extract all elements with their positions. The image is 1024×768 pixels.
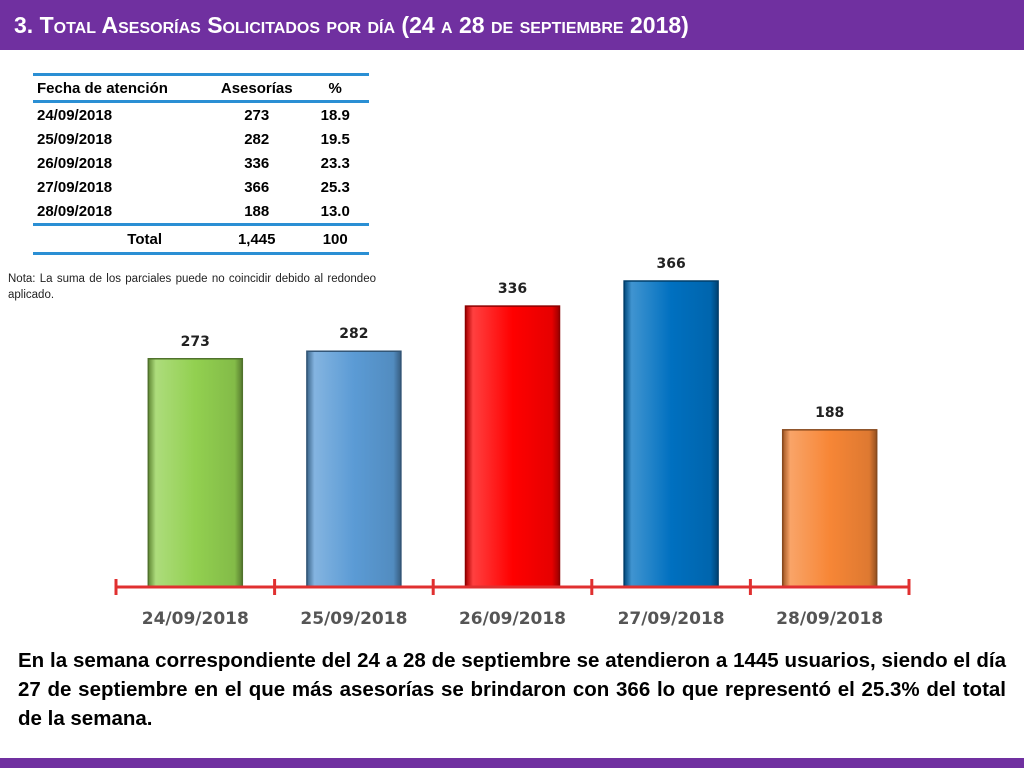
x-tick-label: 24/09/2018 [142,609,249,629]
table-cell-count: 366 [244,178,270,196]
bar-value-label: 188 [815,405,844,421]
table-cell-percent: 19.5 [320,130,350,148]
table-cell-percent: 25.3 [320,178,350,196]
table-cell-percent: 18.9 [320,106,350,124]
table-cell-date: 25/09/2018 [37,130,113,148]
table-cell-count: 273 [244,106,270,124]
page-title: 3. Total Asesorías Solicitados por día (… [14,11,689,38]
table-cell-count: 188 [244,202,270,220]
column-header-percent: % [328,79,342,97]
table-cell-percent: 13.0 [320,202,350,220]
table-cell-date: 27/09/2018 [37,178,113,196]
table-header-row: Fecha de atención Asesorías % [33,74,369,102]
data-table-container: Fecha de atención Asesorías % 24/09/2018… [33,73,369,255]
bar-4 [623,280,719,588]
bar-3 [464,305,561,588]
table-cell-percent: 23.3 [320,154,350,172]
table-cell-date: 26/09/2018 [37,154,113,172]
data-table: Fecha de atención Asesorías % 24/09/2018… [33,73,369,255]
x-tick-label: 26/09/2018 [459,609,566,629]
table-total-label: Total [127,230,162,248]
bar-value-label: 336 [498,281,527,297]
bar-5 [781,429,878,588]
x-tick-label: 25/09/2018 [300,609,407,629]
table-row: 25/09/2018 282 19.5 [33,127,369,151]
table-row: 26/09/2018 336 23.3 [33,151,369,175]
bar-value-label: 273 [181,334,210,350]
column-header-count: Asesorías [220,79,293,97]
table-total-row: Total 1,445 100 [33,224,369,254]
bar-value-label: 366 [656,256,685,272]
table-row: 27/09/2018 366 25.3 [33,175,369,199]
bar-chart: 273 24/09/2018 282 25/09/2018 336 26/09/2018 3… [114,256,911,629]
bar-1 [147,358,244,588]
bar-2 [306,350,402,588]
footer-bar [0,758,1024,768]
summary-paragraph: En la semana correspondiente del 24 a 28… [18,649,1006,730]
table-cell-count: 282 [244,130,270,148]
table-cell-count: 336 [244,154,270,172]
table-total-count: 1,445 [237,230,276,248]
x-tick-label: 27/09/2018 [618,609,725,629]
header-bar: 3. Total Asesorías Solicitados por día (… [0,0,1024,50]
table-total-percent: 100 [322,230,348,248]
table-row: 28/09/2018 188 13.0 [33,199,369,225]
bar-value-label: 282 [339,326,368,342]
rounding-note: Nota: La suma de los parciales puede no … [8,273,376,301]
table-cell-date: 28/09/2018 [37,202,113,220]
table-cell-date: 24/09/2018 [37,106,113,124]
table-row: 24/09/2018 273 18.9 [33,102,369,128]
x-tick-label: 28/09/2018 [776,609,883,629]
column-header-date: Fecha de atención [37,79,168,97]
